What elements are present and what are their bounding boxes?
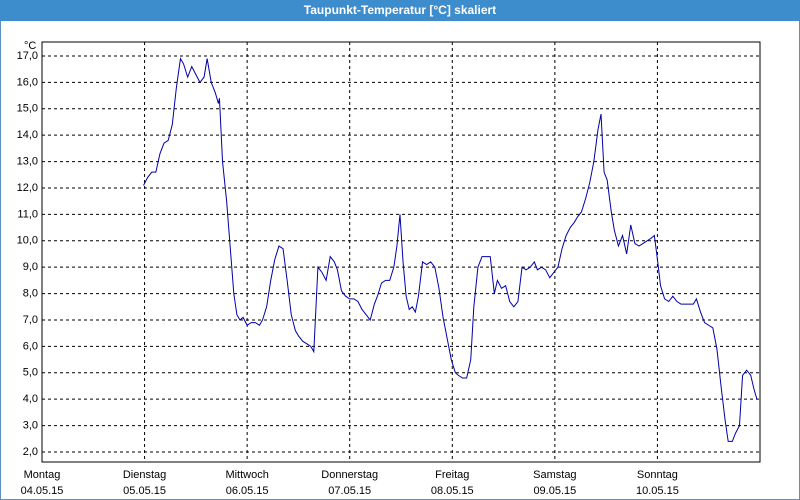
x-tick-date: 07.05.15	[328, 485, 371, 497]
x-tick-label: Dienstag	[123, 469, 166, 481]
y-tick-label: 7,0	[23, 314, 38, 326]
y-tick-label: 9,0	[23, 261, 38, 273]
y-tick-label: 4,0	[23, 393, 38, 405]
y-tick-label: 8,0	[23, 287, 38, 299]
y-tick-label: 17,0	[17, 50, 38, 62]
y-tick-label: 5,0	[23, 367, 38, 379]
x-tick-date: 10.05.15	[636, 485, 679, 497]
y-tick-label: 6,0	[23, 340, 38, 352]
x-tick-date: 08.05.15	[431, 485, 474, 497]
x-tick-date: 06.05.15	[226, 485, 269, 497]
x-tick-label: Freitag	[435, 469, 469, 481]
y-tick-label: 13,0	[17, 155, 38, 167]
y-tick-label: 10,0	[17, 235, 38, 247]
y-tick-label: 3,0	[23, 419, 38, 431]
chart-title: Taupunkt-Temperatur [°C] skaliert	[304, 3, 496, 17]
data-line	[143, 57, 758, 442]
x-tick-label: Mittwoch	[225, 469, 268, 481]
y-tick-label: 12,0	[17, 182, 38, 194]
x-tick-date: 09.05.15	[533, 485, 576, 497]
y-tick-label: 16,0	[17, 76, 38, 88]
y-tick-label: 14,0	[17, 129, 38, 141]
unit-label: °C	[24, 40, 36, 52]
title-bar	[0, 0, 800, 21]
y-tick-label: 15,0	[17, 103, 38, 115]
y-tick-label: 11,0	[17, 208, 38, 220]
x-tick-label: Samstag	[533, 469, 576, 481]
x-tick-date: 05.05.15	[123, 485, 166, 497]
x-tick-label: Montag	[24, 469, 61, 481]
x-tick-label: Sonntag	[637, 469, 678, 481]
x-tick-date: 04.05.15	[21, 485, 64, 497]
y-tick-label: 2,0	[23, 446, 38, 458]
x-tick-label: Donnerstag	[321, 469, 378, 481]
